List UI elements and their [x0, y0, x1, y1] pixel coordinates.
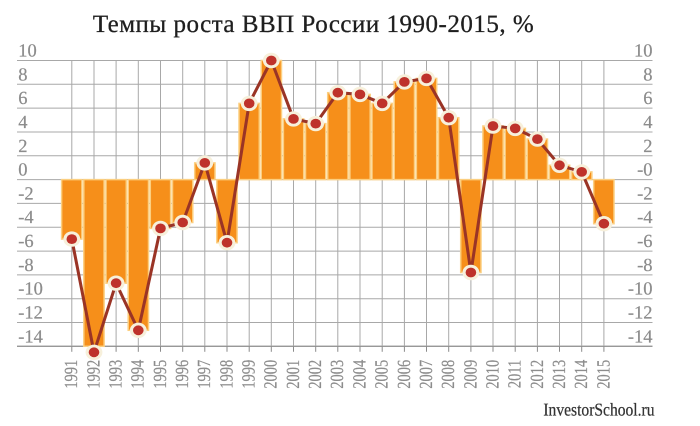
svg-text:2013: 2013	[550, 360, 570, 389]
svg-text:1993: 1993	[107, 360, 127, 389]
svg-text:2015: 2015	[594, 360, 614, 389]
svg-text:InvestorSchool.ru: InvestorSchool.ru	[543, 400, 654, 420]
svg-text:-12: -12	[18, 304, 43, 324]
svg-text:2003: 2003	[328, 360, 348, 389]
svg-text:6: 6	[18, 89, 27, 109]
svg-text:1991: 1991	[62, 360, 82, 389]
svg-text:2: 2	[643, 137, 652, 157]
svg-text:1995: 1995	[151, 360, 171, 389]
svg-text:0: 0	[18, 161, 27, 181]
svg-text:1997: 1997	[195, 360, 215, 389]
svg-text:-4: -4	[18, 208, 33, 228]
svg-text:-4: -4	[637, 208, 652, 228]
svg-text:2009: 2009	[461, 360, 481, 389]
svg-text:-10: -10	[628, 280, 653, 300]
svg-text:2001: 2001	[284, 360, 304, 389]
svg-text:-0: -0	[637, 161, 652, 181]
svg-text:Темпы роста ВВП России 1990-20: Темпы роста ВВП России 1990-2015, %	[93, 11, 534, 38]
svg-text:2005: 2005	[373, 360, 393, 389]
svg-text:1992: 1992	[84, 360, 104, 389]
svg-text:-14: -14	[628, 327, 653, 347]
svg-text:1999: 1999	[240, 360, 260, 389]
svg-text:2014: 2014	[572, 360, 592, 389]
svg-text:2010: 2010	[483, 360, 503, 389]
svg-text:2000: 2000	[262, 360, 282, 389]
svg-text:-12: -12	[628, 304, 653, 324]
svg-text:-6: -6	[637, 232, 652, 252]
svg-text:1996: 1996	[173, 360, 193, 389]
svg-text:2011: 2011	[506, 360, 526, 388]
svg-text:8: 8	[18, 65, 27, 85]
svg-text:1994: 1994	[129, 360, 149, 389]
svg-text:2007: 2007	[417, 360, 437, 389]
svg-text:8: 8	[643, 65, 652, 85]
svg-text:4: 4	[18, 113, 27, 133]
svg-text:2012: 2012	[528, 360, 548, 389]
svg-text:-2: -2	[18, 184, 33, 204]
svg-text:10: 10	[18, 42, 37, 62]
svg-text:2008: 2008	[439, 360, 459, 389]
svg-text:-2: -2	[637, 184, 652, 204]
svg-text:-6: -6	[18, 232, 33, 252]
svg-text:2: 2	[18, 137, 27, 157]
svg-text:2002: 2002	[306, 360, 326, 389]
svg-text:2004: 2004	[350, 360, 370, 389]
svg-text:-8: -8	[18, 256, 33, 276]
svg-text:-10: -10	[18, 280, 43, 300]
svg-text:2006: 2006	[395, 360, 415, 389]
svg-text:-14: -14	[18, 327, 43, 347]
svg-text:1998: 1998	[217, 360, 237, 389]
svg-text:4: 4	[643, 113, 652, 133]
svg-text:6: 6	[643, 89, 652, 109]
svg-text:-8: -8	[637, 256, 652, 276]
svg-text:10: 10	[634, 42, 653, 62]
